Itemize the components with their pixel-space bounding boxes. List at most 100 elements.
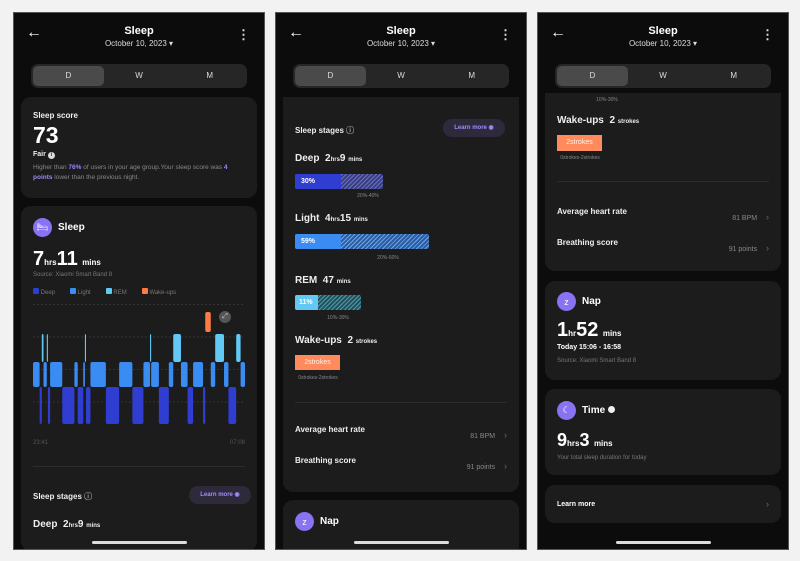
stage-segment-light (33, 362, 40, 387)
nap-card: z Nap 1hr52 mins Today 15:06 - 16:58 Sou… (545, 281, 781, 380)
home-indicator (354, 541, 449, 544)
stage-segment-deep (105, 387, 120, 424)
deep-range: 20%-40% (357, 193, 379, 199)
stage-segment-light (50, 362, 63, 387)
sleep-stages-title: Sleep stages ⓘ (33, 492, 93, 501)
nap-duration: 1hr52 mins (557, 319, 622, 341)
chart-legend: Deep Light REM Wake-ups (33, 288, 176, 296)
legend-wakeups: Wake-ups (141, 288, 176, 296)
chevron-right-icon: › (766, 499, 769, 509)
eye-icon: ◉ (488, 125, 494, 131)
period-tabs: D W M (293, 64, 509, 88)
time-title: Time (582, 405, 615, 416)
more-options-icon[interactable]: ⋮ (499, 27, 512, 42)
nap-card: z Nap (283, 500, 519, 549)
period-tabs: D W M (555, 64, 771, 88)
tab-month[interactable]: M (730, 71, 738, 80)
score-description: Higher than 76% of users in your age gro… (33, 164, 228, 181)
tab-week[interactable]: W (397, 71, 405, 80)
rem-bar: 11% (295, 295, 361, 310)
fullscreen-icon[interactable]: ⤢ (219, 311, 231, 323)
nap-time: Today 15:06 - 16:58 (557, 344, 622, 351)
divider (557, 181, 769, 182)
eye-icon: ◉ (234, 492, 240, 498)
tab-day[interactable]: D (295, 66, 366, 86)
info-icon[interactable] (607, 406, 615, 413)
tab-day[interactable]: D (557, 66, 628, 86)
deep-duration: Deep 2hrs9 mins (295, 153, 363, 164)
legend-deep: Deep (33, 288, 55, 296)
chart-start-time: 23:41 (33, 440, 49, 446)
stage-segment-light (180, 362, 188, 387)
info-icon[interactable]: ⓘ (84, 492, 93, 501)
sleep-duration: 7hrs11 mins (33, 248, 101, 270)
sleep-stages-title: Sleep stages ⓘ (295, 126, 355, 135)
learn-more-button[interactable]: Learn more ◉ (443, 119, 505, 137)
nap-source: Source: Xiaomi Smart Band 8 (557, 358, 637, 364)
back-arrow-icon[interactable]: ← (26, 24, 42, 41)
breathing-score-row[interactable]: Breathing score 91 points › (557, 238, 769, 253)
stage-segment-light (83, 362, 85, 387)
stage-segment-deep (132, 387, 144, 424)
sleep-card: Sleep stages ⓘ Learn more ◉ Deep 2hrs9 m… (283, 97, 519, 492)
stage-segment-rem (46, 334, 48, 362)
stage-segment-light (210, 362, 216, 387)
sleep-score-value: 73 (33, 122, 59, 148)
moon-icon: ☾ (557, 401, 576, 420)
tab-month[interactable]: M (206, 71, 214, 80)
back-arrow-icon[interactable]: ← (550, 24, 566, 41)
date-label: October 10, 2023 (366, 39, 429, 48)
deep-duration: Deep 2hrs9 mins (33, 519, 101, 530)
stage-segment-light (43, 362, 47, 387)
learn-more-card[interactable]: Learn more › (545, 485, 781, 523)
tab-week[interactable]: W (659, 71, 667, 80)
nap-title: Nap (582, 296, 601, 307)
nap-title: Nap (320, 516, 339, 527)
more-options-icon[interactable]: ⋮ (761, 27, 774, 42)
info-icon[interactable]: ⓘ (346, 126, 355, 135)
bed-icon: 🛏 (33, 218, 52, 237)
light-bar: 59% (295, 234, 429, 249)
stage-segment-light (193, 362, 204, 387)
page-title: Sleep (124, 25, 154, 37)
page-title: Sleep (386, 25, 416, 37)
sleep-source: Source: Xiaomi Smart Band 8 (33, 272, 113, 278)
date-selector[interactable]: October 10, 2023 ▾ (538, 39, 788, 48)
stage-segment-light (119, 362, 133, 387)
back-arrow-icon[interactable]: ← (288, 24, 304, 41)
heart-rate-row[interactable]: Average heart rate 81 BPM › (295, 425, 507, 440)
date-label: October 10, 2023 (104, 39, 167, 48)
chevron-right-icon: › (766, 212, 769, 222)
sleep-title: Sleep (58, 222, 85, 233)
chevron-right-icon: › (504, 461, 507, 471)
date-selector[interactable]: October 10, 2023 ▾ (14, 39, 264, 48)
phone-screen-3: ← Sleep October 10, 2023 ▾ ⋮ D W M 10%-3… (537, 12, 789, 550)
tab-week[interactable]: W (135, 71, 143, 80)
tab-day[interactable]: D (33, 66, 104, 86)
more-options-icon[interactable]: ⋮ (237, 27, 250, 42)
stage-segment-light (90, 362, 106, 387)
info-icon[interactable]: i (47, 152, 55, 159)
chevron-right-icon: › (766, 243, 769, 253)
stage-segment-deep (187, 387, 194, 424)
stage-segment-deep (77, 387, 84, 424)
home-indicator (616, 541, 711, 544)
nap-icon: z (295, 512, 314, 531)
breathing-score-row[interactable]: Breathing score 91 points › (295, 456, 507, 471)
hypnogram-chart (33, 304, 245, 424)
caret-down-icon: ▾ (693, 39, 698, 48)
stage-segment-rem (150, 334, 152, 362)
date-selector[interactable]: October 10, 2023 ▾ (276, 39, 526, 48)
tab-month[interactable]: M (468, 71, 476, 80)
rem-duration: REM 47 mins (295, 275, 351, 286)
page-title: Sleep (648, 25, 678, 37)
learn-more-button[interactable]: Learn more ◉ (189, 486, 251, 504)
date-label: October 10, 2023 (628, 39, 691, 48)
stage-segment-rem (236, 334, 241, 362)
legend-light: Light (70, 288, 91, 296)
heart-rate-row[interactable]: Average heart rate 81 BPM › (557, 207, 769, 222)
sleep-rating: Fair i (33, 151, 55, 159)
stage-segment-deep (47, 387, 51, 424)
chart-end-time: 07:08 (229, 440, 245, 446)
phone-screen-2: ← Sleep October 10, 2023 ▾ ⋮ D W M Sleep… (275, 12, 527, 550)
